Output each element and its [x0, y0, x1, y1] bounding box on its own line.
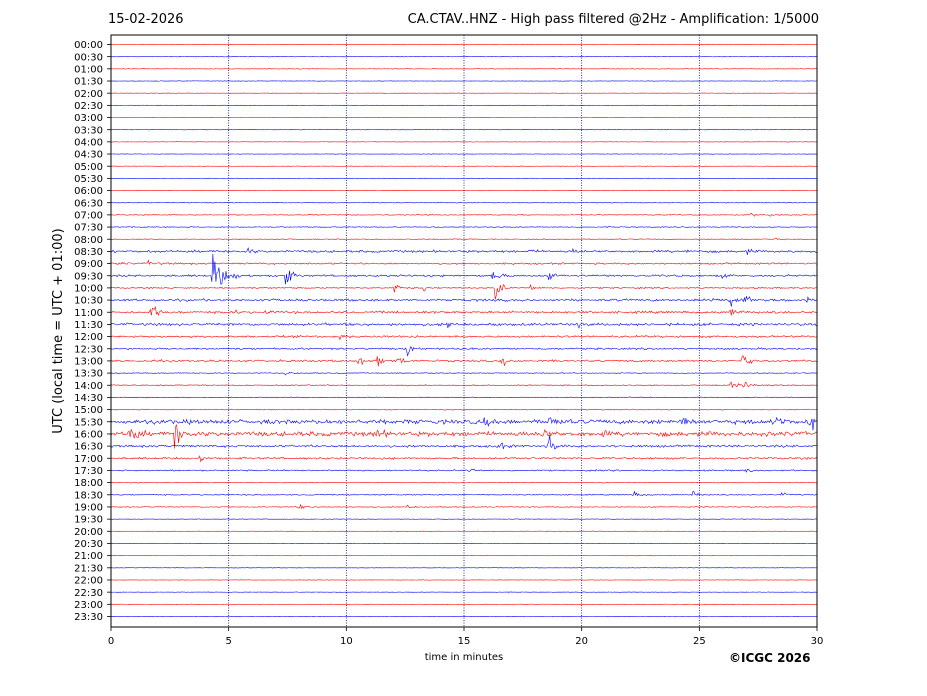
y-tick-label: 19:00: [74, 503, 103, 514]
x-tick-label: 15: [458, 636, 471, 647]
y-tick-label: 05:00: [74, 162, 103, 173]
y-tick-label: 10:30: [74, 296, 103, 307]
y-tick-label: 18:00: [74, 478, 103, 489]
trace-20:00: [110, 530, 818, 532]
y-tick-label: 02:00: [74, 89, 103, 100]
y-tick-label: 07:00: [74, 210, 103, 221]
x-axis-label: time in minutes: [425, 652, 504, 663]
trace-00:30: [110, 56, 818, 58]
trace-01:00: [110, 68, 818, 70]
y-tick-label: 05:30: [74, 174, 103, 185]
x-tick-label: 20: [575, 636, 588, 647]
trace-19:00: [110, 503, 818, 510]
y-tick-label: 15:30: [74, 417, 103, 428]
y-tick-label: 18:30: [74, 490, 103, 501]
date-label: 15-02-2026: [108, 12, 184, 27]
y-tick-label: 03:00: [74, 113, 103, 124]
y-tick-label: 22:30: [74, 588, 103, 599]
trace-13:00: [110, 355, 818, 367]
x-tick-label: 25: [693, 636, 706, 647]
y-tick-label: 22:00: [74, 576, 103, 587]
trace-12:00: [110, 334, 818, 341]
y-tick-label: 12:30: [74, 344, 103, 355]
y-tick-label: 10:00: [74, 284, 103, 295]
trace-08:00: [110, 237, 818, 241]
y-tick-label: 17:30: [74, 466, 103, 477]
y-tick-label: 19:30: [74, 515, 103, 526]
y-tick-label: 09:30: [74, 271, 103, 282]
y-tick-label: 04:30: [74, 150, 103, 161]
y-tick-label: 03:30: [74, 125, 103, 136]
y-tick-label: 14:00: [74, 381, 103, 392]
y-tick-label: 08:00: [74, 235, 103, 246]
y-tick-label: 06:00: [74, 186, 103, 197]
y-tick-label: 16:00: [74, 430, 103, 441]
trace-23:30: [110, 615, 818, 618]
trace-00:00: [110, 43, 818, 46]
y-tick-label: 23:00: [74, 600, 103, 611]
y-tick-label: 08:30: [74, 247, 103, 258]
trace-03:30: [110, 129, 818, 131]
y-tick-label: 07:30: [74, 223, 103, 234]
y-tick-label: 00:00: [74, 40, 103, 51]
y-tick-label: 09:00: [74, 259, 103, 270]
trace-22:30: [110, 591, 818, 593]
y-tick-label: 00:30: [74, 52, 103, 63]
y-tick-label: 23:30: [74, 612, 103, 623]
y-tick-label: 16:30: [74, 442, 103, 453]
y-tick-label: 14:30: [74, 393, 103, 404]
y-tick-label: 15:00: [74, 405, 103, 416]
trace-14:30: [110, 396, 818, 399]
y-tick-label: 20:00: [74, 527, 103, 538]
y-tick-label: 17:00: [74, 454, 103, 465]
y-tick-label: 11:30: [74, 320, 103, 331]
x-tick-label: 30: [811, 636, 824, 647]
x-tick-label: 0: [108, 636, 114, 647]
y-tick-label: 02:30: [74, 101, 103, 112]
trace-23:00: [110, 603, 818, 605]
x-tick-label: 10: [340, 636, 353, 647]
y-tick-label: 12:00: [74, 332, 103, 343]
y-tick-label: 21:00: [74, 551, 103, 562]
y-tick-label: 01:00: [74, 64, 103, 75]
trace-04:30: [110, 153, 818, 155]
y-tick-label: 13:00: [74, 357, 103, 368]
y-tick-label: 20:30: [74, 539, 103, 550]
y-axis-label: UTC (local time = UTC + 01:00): [51, 228, 66, 433]
y-tick-label: 13:30: [74, 369, 103, 380]
trace-19:30: [110, 518, 818, 520]
trace-08:30: [110, 247, 818, 255]
y-tick-label: 04:00: [74, 137, 103, 148]
trace-10:00: [110, 283, 818, 300]
copyright-label: ©ICGC 2026: [729, 651, 811, 665]
y-tick-label: 06:30: [74, 198, 103, 209]
y-tick-label: 01:30: [74, 77, 103, 88]
y-tick-label: 11:00: [74, 308, 103, 319]
trace-07:00: [110, 212, 818, 217]
x-tick-label: 5: [225, 636, 231, 647]
y-tick-label: 21:30: [74, 563, 103, 574]
trace-18:30: [110, 490, 818, 497]
chart-title: CA.CTAV..HNZ - High pass filtered @2Hz -…: [407, 12, 819, 27]
trace-05:00: [110, 165, 818, 167]
trace-04:00: [110, 141, 818, 143]
trace-15:00: [110, 408, 818, 411]
trace-07:30: [110, 226, 818, 228]
trace-16:30: [110, 435, 818, 450]
